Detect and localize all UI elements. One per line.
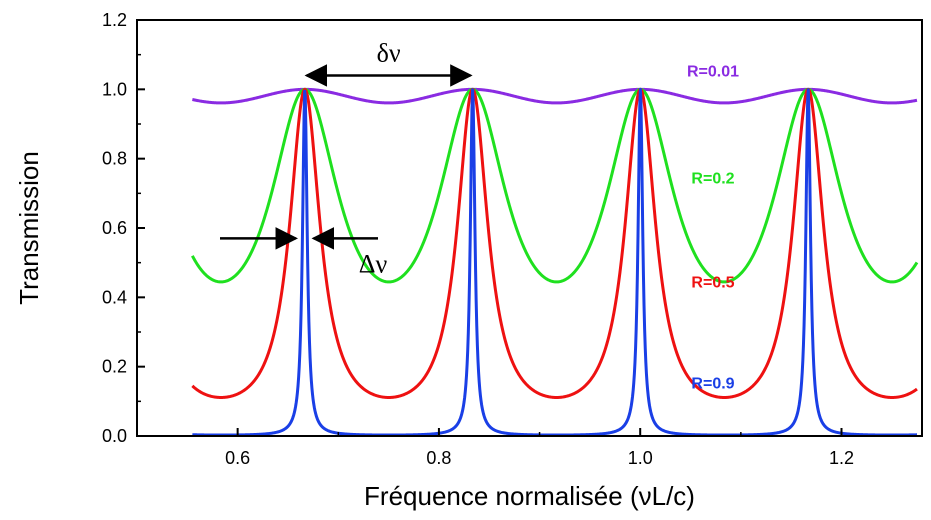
x-axis-title: Fréquence normalisée (νL/c) bbox=[364, 481, 695, 511]
y-tick-label: 1.2 bbox=[102, 10, 127, 30]
annotation-layer: δν Δν bbox=[220, 38, 473, 278]
series-label: R=0.01 bbox=[687, 63, 739, 80]
delta-nu-label: δν bbox=[377, 38, 401, 67]
x-tick-label: 0.6 bbox=[225, 448, 250, 468]
series-label: R=0.5 bbox=[691, 275, 734, 292]
plot-frame bbox=[136, 19, 923, 437]
series-label: R=0.2 bbox=[691, 171, 734, 188]
y-tick-label: 1.0 bbox=[102, 79, 127, 99]
y-tick-label: 0.8 bbox=[102, 149, 127, 169]
series-layer: R=0.01 R=0.2 R=0.5 R=0.9 bbox=[191, 63, 919, 437]
y-tick-label: 0.0 bbox=[102, 426, 127, 446]
y-axis-title: Transmission bbox=[14, 151, 44, 305]
ticks-layer: 0.6 0.8 1.0 1.2 0.0 0.2 0.4 0.6 0.8 1.0 1.2 bbox=[102, 10, 854, 468]
y-tick-label: 0.6 bbox=[102, 218, 127, 238]
series-label: R=0.9 bbox=[691, 375, 734, 392]
series-line-R=0.9 bbox=[191, 87, 918, 437]
x-tick-label: 1.0 bbox=[628, 448, 653, 468]
series-line-R=0.01 bbox=[191, 87, 918, 105]
x-tick-label: 1.2 bbox=[829, 448, 854, 468]
series-line-R=0.2 bbox=[191, 87, 919, 284]
x-tick-label: 0.8 bbox=[426, 448, 451, 468]
linewidth-label: Δν bbox=[359, 249, 388, 278]
series-line-R=0.5 bbox=[191, 87, 918, 399]
y-tick-label: 0.4 bbox=[102, 287, 127, 307]
y-tick-label: 0.2 bbox=[102, 357, 127, 377]
